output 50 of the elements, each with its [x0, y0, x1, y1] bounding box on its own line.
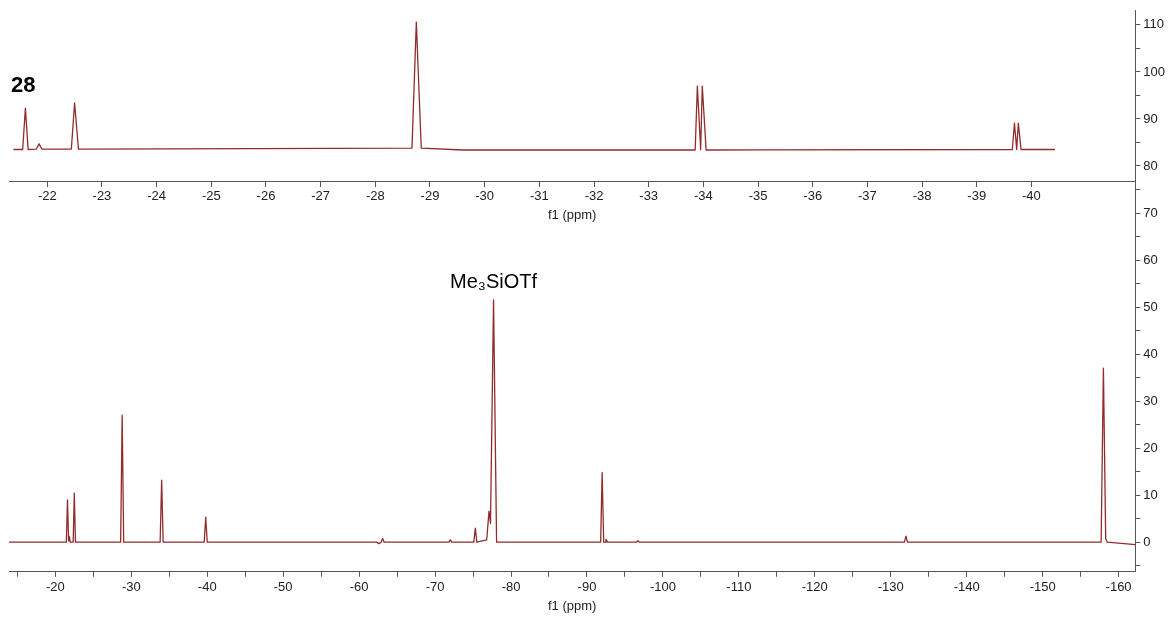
x-axis-title: f1 (ppm) — [547, 597, 597, 613]
y-tick-label: 0 — [1143, 533, 1151, 549]
x2-tick-label: -32 — [584, 188, 604, 204]
y-tick-label: 50 — [1143, 298, 1158, 314]
x2-tick-label: -36 — [803, 188, 823, 204]
x-tick-label: -150 — [1029, 579, 1056, 595]
x-tick-label: -20 — [45, 579, 65, 595]
y-tick-label: 30 — [1143, 392, 1158, 408]
x2-tick-label: -29 — [420, 188, 440, 204]
y-tick-label: 20 — [1143, 439, 1158, 455]
x-tick-label: -50 — [273, 579, 293, 595]
x2-tick-label: -22 — [37, 188, 57, 204]
x2-tick-label: -27 — [311, 188, 331, 204]
x2-tick-label: -28 — [365, 188, 385, 204]
x2-tick-label: -30 — [475, 188, 495, 204]
y-tick-label: 100 — [1143, 63, 1166, 79]
y-tick-label: 60 — [1143, 251, 1158, 267]
x-tick-label: -60 — [349, 579, 369, 595]
x2-tick-label: -33 — [639, 188, 659, 204]
y-tick-label: 70 — [1143, 204, 1158, 220]
x-tick-label: -160 — [1105, 579, 1132, 595]
x-tick-label: -40 — [197, 579, 217, 595]
x2-tick-label: -37 — [858, 188, 877, 204]
x2-tick-label: -40 — [1022, 188, 1041, 204]
y-tick-label: 90 — [1143, 110, 1158, 126]
x2-tick-label: -34 — [693, 188, 713, 204]
x2-tick-label: -25 — [201, 188, 221, 204]
x-tick-label: -30 — [121, 579, 141, 595]
x2-tick-label: -24 — [147, 188, 167, 204]
y-tick-label: 10 — [1143, 486, 1158, 502]
y-tick-label: 40 — [1143, 345, 1158, 361]
x-tick-label: -80 — [501, 579, 521, 595]
y-tick-label: 80 — [1143, 157, 1158, 173]
x2-tick-label: -39 — [967, 188, 987, 204]
x2-tick-label: -31 — [529, 188, 549, 204]
annotation: 28 — [11, 71, 36, 97]
x-tick-label: -100 — [649, 579, 676, 595]
x2-tick-label: -23 — [92, 188, 112, 204]
x2-axis-title: f1 (ppm) — [547, 207, 597, 223]
x2-tick-label: -26 — [256, 188, 276, 204]
y-tick-label: 110 — [1143, 16, 1165, 32]
x2-tick-label: -35 — [748, 188, 768, 204]
x-tick-label: -90 — [577, 579, 597, 595]
x-tick-label: -130 — [877, 579, 904, 595]
x-tick-label: -110 — [726, 579, 752, 595]
annotation: Me₃SiOTf — [450, 269, 538, 292]
x-tick-label: -120 — [801, 579, 828, 595]
x2-tick-label: -38 — [912, 188, 932, 204]
x-tick-label: -140 — [953, 579, 980, 595]
x-tick-label: -70 — [425, 579, 445, 595]
